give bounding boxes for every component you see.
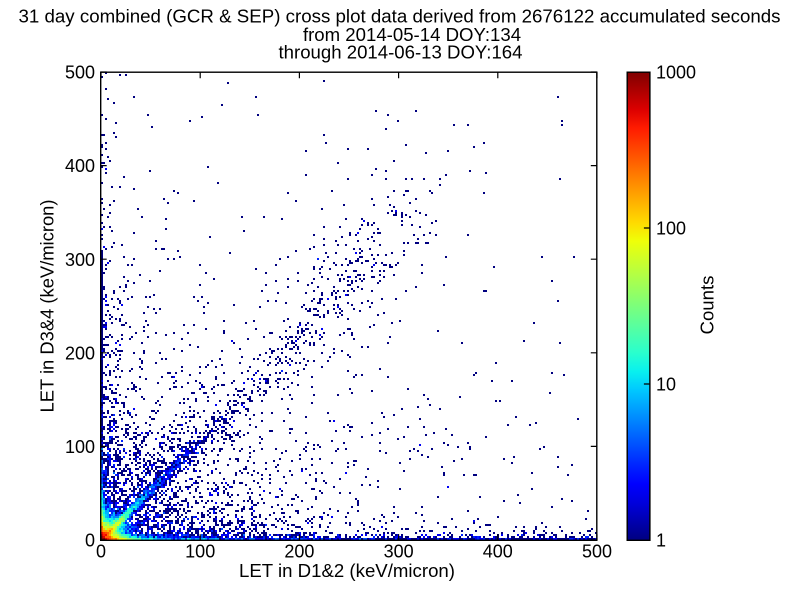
svg-text:500: 500 bbox=[65, 63, 95, 83]
svg-text:0: 0 bbox=[96, 542, 106, 562]
svg-text:1: 1 bbox=[656, 531, 666, 551]
svg-text:from 2014-05-14 DOY:134: from 2014-05-14 DOY:134 bbox=[303, 24, 521, 45]
svg-text:LET in D3&4 (keV/micron): LET in D3&4 (keV/micron) bbox=[37, 200, 58, 413]
svg-text:400: 400 bbox=[483, 542, 513, 562]
svg-text:through 2014-06-13 DOY:164: through 2014-06-13 DOY:164 bbox=[279, 42, 523, 63]
svg-text:200: 200 bbox=[65, 343, 95, 363]
svg-text:100: 100 bbox=[656, 219, 686, 239]
svg-text:500: 500 bbox=[582, 542, 612, 562]
svg-text:31 day combined (GCR & SEP) cr: 31 day combined (GCR & SEP) cross plot d… bbox=[19, 6, 781, 27]
svg-text:Counts: Counts bbox=[697, 276, 718, 335]
svg-text:100: 100 bbox=[185, 542, 215, 562]
svg-text:0: 0 bbox=[85, 531, 95, 551]
svg-text:100: 100 bbox=[65, 437, 95, 457]
svg-text:10: 10 bbox=[656, 375, 676, 395]
svg-text:400: 400 bbox=[65, 156, 95, 176]
svg-text:300: 300 bbox=[65, 250, 95, 270]
svg-text:200: 200 bbox=[284, 542, 314, 562]
svg-text:LET in D1&2 (keV/micron): LET in D1&2 (keV/micron) bbox=[239, 560, 455, 581]
svg-text:300: 300 bbox=[384, 542, 414, 562]
svg-text:1000: 1000 bbox=[656, 63, 696, 83]
